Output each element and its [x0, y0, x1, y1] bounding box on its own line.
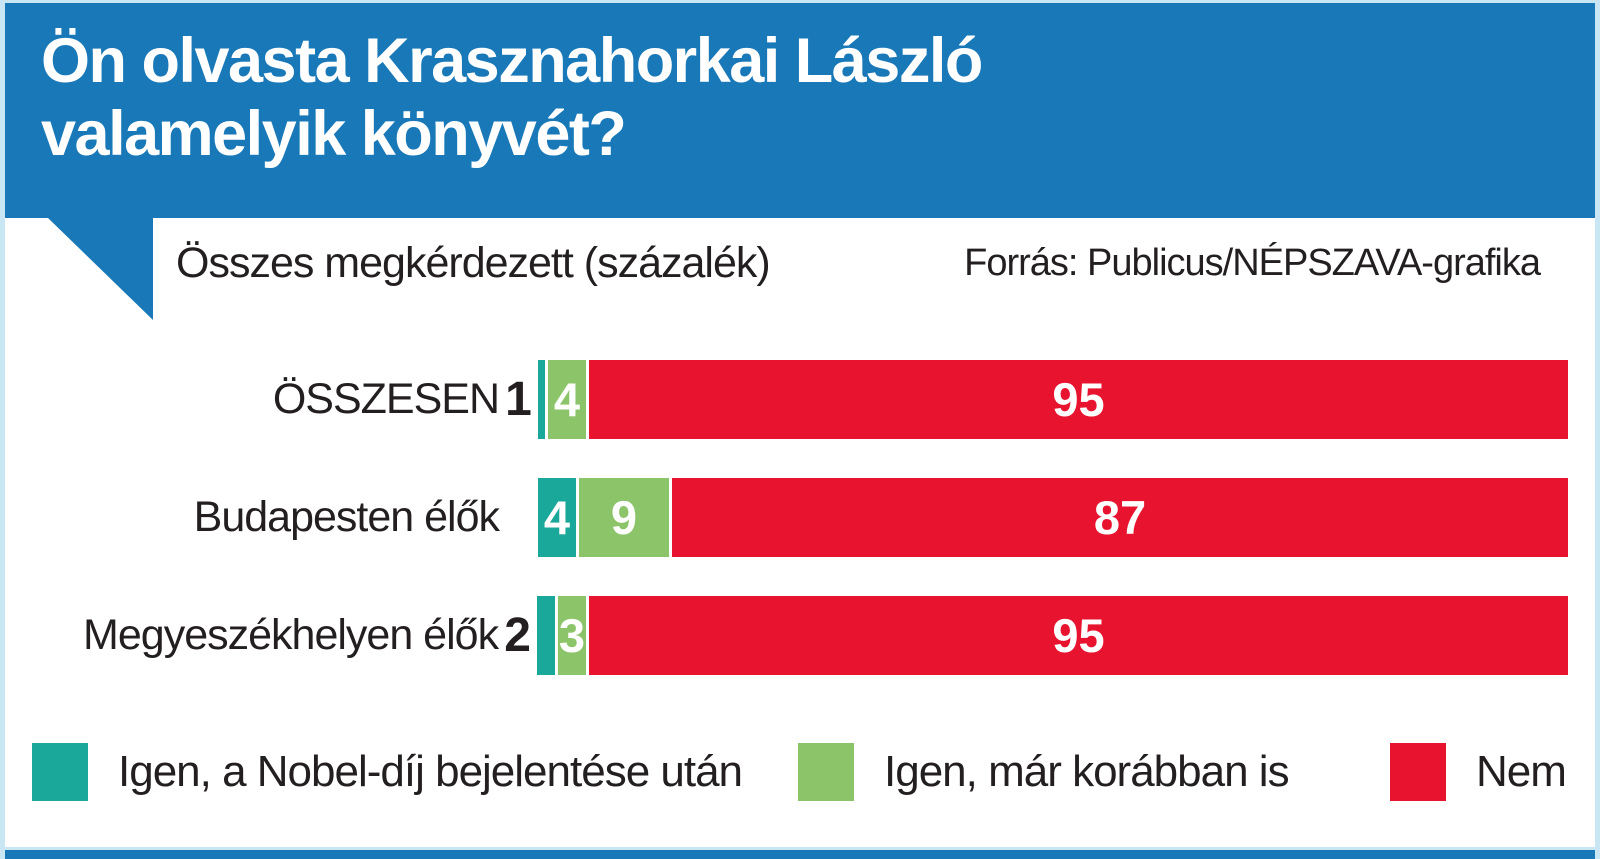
- row-outside-value: 1: [505, 373, 532, 426]
- legend-item-yes-earlier: Igen, már korábban is: [798, 743, 1290, 801]
- row-label: ÖSSZESEN: [272, 375, 500, 423]
- bottom-accent-strip: [5, 850, 1595, 859]
- legend-swatch-teal: [32, 743, 88, 801]
- stacked-bar: 3 95: [537, 596, 1568, 675]
- bar-segment-red: 87: [672, 478, 1568, 557]
- row-outside-value: [499, 478, 538, 557]
- stacked-bar: 4 9 87: [538, 478, 1568, 557]
- legend: Igen, a Nobel-díj bejelentése után Igen,…: [0, 743, 1600, 801]
- legend-swatch-red: [1390, 743, 1446, 801]
- row-outside-value: 2: [504, 609, 531, 662]
- bar-segment-teal: [537, 596, 555, 675]
- legend-label-yes-after-nobel: Igen, a Nobel-díj bejelentése után: [118, 747, 743, 796]
- page-title-line-2: valamelyik könyvét?: [41, 99, 627, 169]
- header-banner: Ön olvasta Krasznahorkai László valamely…: [5, 3, 1595, 218]
- legend-label-yes-earlier: Igen, már korábban is: [884, 747, 1290, 796]
- source-credit: Forrás: Publicus/NÉPSZAVA-grafika: [964, 241, 1541, 284]
- stacked-bar: 4 95: [538, 360, 1568, 439]
- chart-row-2: Budapesten élők 4 9 87: [5, 478, 1568, 557]
- bar-segment-green: 3: [558, 596, 586, 675]
- chart-subtitle: Összes megkérdezett (százalék): [176, 238, 771, 287]
- legend-swatch-green: [798, 743, 854, 801]
- bar-segment-teal: 4: [538, 478, 576, 557]
- row-label: Budapesten élők: [193, 493, 500, 541]
- legend-label-no: Nem: [1476, 747, 1567, 796]
- page-title-line-1: Ön olvasta Krasznahorkai László: [41, 26, 983, 96]
- chart-row-3: Megyeszékhelyen élők 2 3 95: [5, 596, 1568, 675]
- bar-segment-teal: [538, 360, 545, 439]
- bar-segment-green: 9: [579, 478, 669, 557]
- chart-row-1: ÖSSZESEN 1 4 95: [5, 360, 1568, 439]
- bar-segment-red: 95: [589, 360, 1568, 439]
- subtitle-row: Összes megkérdezett (százalék) Forrás: P…: [176, 230, 1541, 296]
- speech-bubble-tail: [48, 218, 153, 320]
- row-label: Megyeszékhelyen élők: [83, 611, 499, 659]
- bar-segment-green: 4: [548, 360, 586, 439]
- bar-segment-red: 95: [589, 596, 1568, 675]
- legend-item-yes-after-nobel: Igen, a Nobel-díj bejelentése után: [32, 743, 743, 801]
- legend-item-no: Nem: [1390, 743, 1567, 801]
